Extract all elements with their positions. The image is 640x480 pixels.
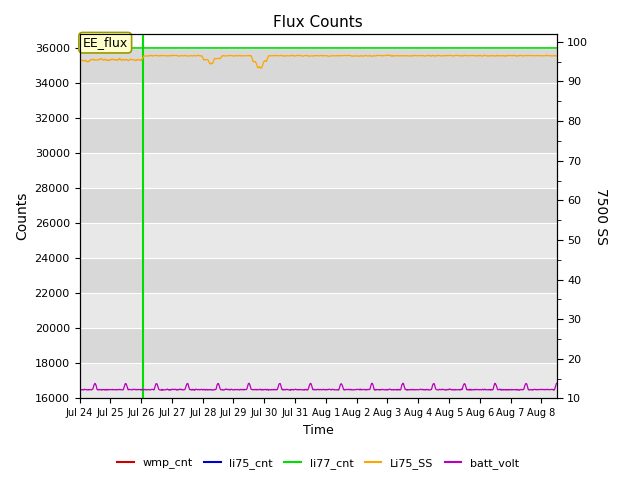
Bar <box>79 118 557 153</box>
Y-axis label: Counts: Counts <box>15 192 29 240</box>
Text: EE_flux: EE_flux <box>83 36 128 49</box>
Bar <box>79 363 557 398</box>
Bar <box>79 188 557 223</box>
Bar <box>79 83 557 118</box>
Bar <box>79 223 557 258</box>
Legend: wmp_cnt, li75_cnt, li77_cnt, Li75_SS, batt_volt: wmp_cnt, li75_cnt, li77_cnt, Li75_SS, ba… <box>113 453 524 473</box>
X-axis label: Time: Time <box>303 424 333 437</box>
Bar <box>79 258 557 293</box>
Bar <box>79 153 557 188</box>
Bar <box>79 293 557 328</box>
Y-axis label: 7500 SS: 7500 SS <box>594 188 607 245</box>
Title: Flux Counts: Flux Counts <box>273 15 363 30</box>
Bar <box>79 328 557 363</box>
Bar <box>79 48 557 83</box>
